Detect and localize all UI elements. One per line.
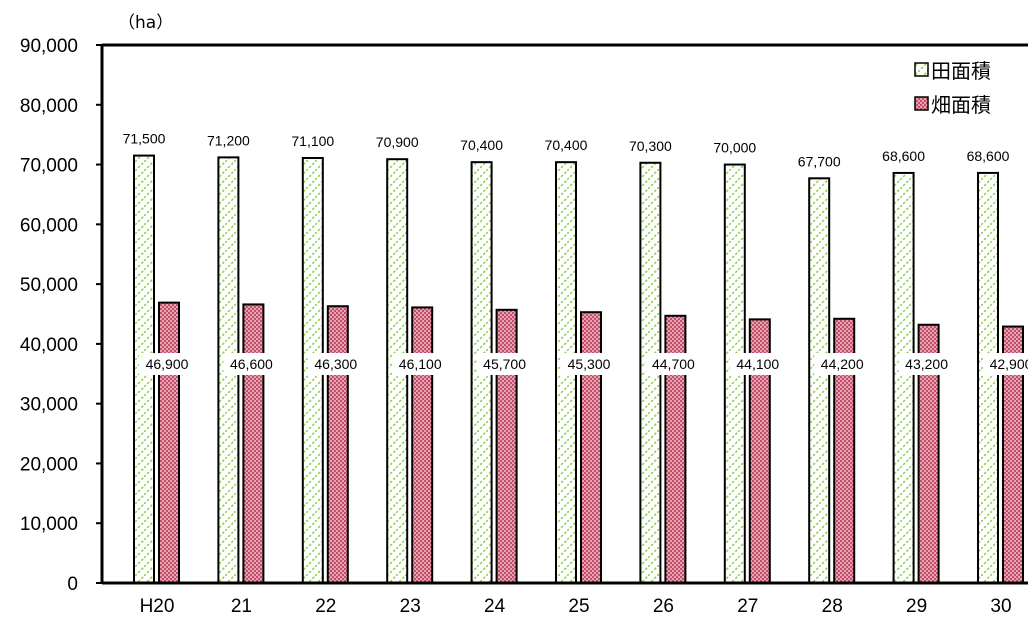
x-axis-ticks: H20 21 22 23 24 25 26 27 28 29 30 [140, 596, 1012, 617]
y-tick-label: 10,000 [20, 514, 78, 535]
data-label-field-bg [223, 353, 280, 375]
y-tick-label: 0 [67, 574, 78, 595]
bar-field [580, 311, 602, 584]
data-label-field-bg [645, 353, 702, 375]
x-tick-label: 23 [400, 596, 421, 617]
y-axis-unit-label: （ha） [118, 13, 173, 33]
y-tick-label: 70,000 [20, 156, 78, 177]
bar-field [411, 306, 434, 584]
data-label-rice: 70,300 [629, 138, 672, 154]
data-label-field-bg [898, 353, 955, 375]
legend-swatch-rice [914, 62, 929, 77]
data-label-field-bg [476, 353, 533, 375]
data-label-field: 44,100 [736, 356, 779, 372]
y-axis-ticks: 0 10,000 20,000 30,000 40,000 50,000 60,000 70,… [20, 36, 102, 595]
data-label-rice: 68,600 [882, 148, 925, 164]
x-tick-label: 26 [653, 596, 674, 617]
x-tick-label: H20 [140, 596, 175, 617]
data-label-field: 44,200 [821, 356, 864, 372]
y-tick-label: 20,000 [20, 454, 78, 475]
data-label-field: 45,300 [568, 356, 611, 372]
data-label-field: 44,700 [652, 356, 695, 372]
data-label-field-bg [561, 353, 617, 375]
data-label-field-bg [983, 353, 1028, 375]
data-label-field: 42,900 [990, 356, 1028, 372]
data-label-rice: 71,500 [123, 131, 166, 147]
bar-field [495, 308, 518, 584]
bar-rice [808, 177, 831, 584]
bar-field [242, 303, 265, 584]
data-label-field-bg [307, 353, 364, 375]
bar-field [326, 305, 349, 584]
legend: 田面積 畑面積 [914, 59, 991, 117]
data-label-rice: 70,000 [713, 140, 756, 156]
bar-rice [977, 171, 999, 584]
data-label-rice: 71,100 [291, 133, 334, 149]
data-label-field: 46,600 [230, 356, 273, 372]
data-label-rice: 70,400 [545, 137, 588, 153]
y-tick-label: 40,000 [20, 335, 78, 356]
bar-field [158, 301, 180, 584]
x-tick-label: 25 [568, 596, 589, 617]
data-label-rice: 70,900 [376, 134, 419, 150]
data-label-field: 45,700 [483, 356, 526, 372]
data-label-field-bg [729, 353, 786, 375]
x-tick-label: 28 [822, 596, 843, 617]
data-label-rice: 67,700 [798, 153, 841, 169]
data-label-rice: 71,200 [207, 132, 250, 148]
data-labels: 71,500 46,900 71,200 46,600 71,100 46,300 70,9… [123, 131, 1028, 375]
data-label-field: 43,200 [905, 356, 948, 372]
y-tick-label: 50,000 [20, 275, 78, 296]
data-label-rice: 70,400 [460, 137, 503, 153]
data-label-field-bg [139, 353, 195, 375]
bar-rice [892, 171, 915, 584]
y-tick-label: 90,000 [20, 36, 78, 57]
data-label-rice: 68,600 [967, 148, 1010, 164]
x-tick-label: 24 [484, 596, 506, 617]
y-tick-label: 80,000 [20, 96, 78, 117]
y-tick-label: 30,000 [20, 395, 78, 416]
data-label-field: 46,900 [146, 356, 189, 372]
x-tick-label: 30 [990, 596, 1011, 617]
x-tick-label: 21 [231, 596, 252, 617]
data-label-field: 46,300 [314, 356, 357, 372]
data-label-field-bg [392, 353, 449, 375]
x-tick-label: 22 [315, 596, 336, 617]
y-tick-label: 60,000 [20, 215, 78, 236]
data-label-field: 46,100 [399, 356, 442, 372]
legend-label-field: 畑面積 [931, 93, 991, 117]
x-tick-label: 27 [737, 596, 758, 617]
legend-label-rice: 田面積 [931, 59, 991, 83]
legend-swatch-field [914, 96, 929, 111]
data-label-field-bg [814, 353, 871, 375]
x-tick-label: 29 [906, 596, 927, 617]
